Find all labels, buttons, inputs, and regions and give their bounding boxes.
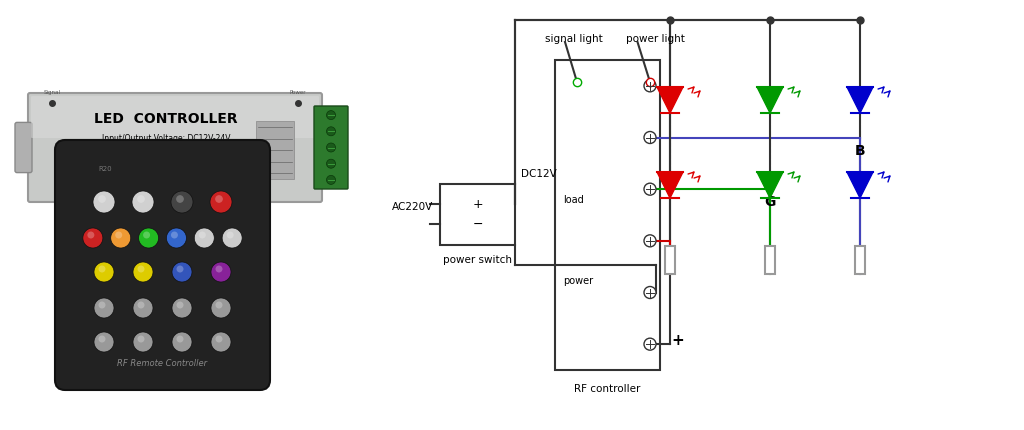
Circle shape [211,298,231,318]
Text: LED  CONTROLLER: LED CONTROLLER [94,112,239,126]
Text: RF Remote Controller: RF Remote Controller [118,358,208,367]
Text: signal light: signal light [545,34,603,44]
Text: −: − [472,218,482,230]
Circle shape [172,262,193,283]
Polygon shape [757,172,783,199]
Circle shape [94,262,114,283]
Circle shape [644,132,656,144]
Circle shape [211,262,231,283]
Text: load: load [563,195,584,205]
Bar [855,246,865,274]
Circle shape [211,332,231,352]
Text: G: G [764,195,776,209]
Circle shape [133,332,153,352]
Text: power switch: power switch [443,255,512,264]
Circle shape [176,302,183,309]
Polygon shape [847,88,873,114]
Text: RF controller: RF controller [574,383,641,393]
Circle shape [137,196,144,203]
Circle shape [143,232,151,239]
FancyBboxPatch shape [314,107,348,190]
Circle shape [111,228,131,249]
Polygon shape [847,172,873,199]
Circle shape [222,228,242,249]
Circle shape [327,128,336,136]
Circle shape [644,287,656,299]
Text: Input/Output Voltage: DC12V-24V: Input/Output Voltage: DC12V-24V [102,133,230,142]
Circle shape [644,235,656,247]
Circle shape [133,262,153,283]
Circle shape [327,160,336,169]
Circle shape [171,191,193,214]
Text: Signal: Signal [43,90,60,95]
Circle shape [98,336,105,343]
Circle shape [644,184,656,196]
Circle shape [644,81,656,92]
Circle shape [137,266,144,273]
Circle shape [327,144,336,153]
Circle shape [132,191,154,214]
FancyBboxPatch shape [28,94,322,203]
Circle shape [226,232,233,239]
Circle shape [176,266,183,273]
Polygon shape [757,88,783,114]
Circle shape [138,228,159,249]
Circle shape [215,336,222,343]
Circle shape [215,196,223,203]
Circle shape [137,302,144,309]
Polygon shape [657,88,683,114]
Bar [440,184,515,246]
Circle shape [167,228,186,249]
Circle shape [215,302,222,309]
Polygon shape [657,172,683,199]
Circle shape [172,298,193,318]
FancyBboxPatch shape [31,97,319,139]
Circle shape [133,298,153,318]
Text: Total Output of Current: 5A×3CH: Total Output of Current: 5A×3CH [103,146,229,155]
Text: Power: Power [290,90,306,95]
Circle shape [176,196,184,203]
Circle shape [87,232,94,239]
Circle shape [98,196,105,203]
Circle shape [199,232,206,239]
Circle shape [98,266,105,273]
Bar [555,61,660,370]
Text: R20: R20 [98,166,112,172]
Text: AC220V: AC220V [392,201,433,211]
Text: +: + [672,332,684,347]
Text: +: + [472,197,482,211]
Bar [665,246,675,274]
Text: power light: power light [626,34,684,44]
Circle shape [93,191,115,214]
Circle shape [94,298,114,318]
Circle shape [327,176,336,185]
Circle shape [644,338,656,350]
Text: R: R [665,246,676,260]
Bar [256,122,294,180]
Circle shape [327,111,336,120]
FancyBboxPatch shape [15,123,32,173]
Circle shape [171,232,178,239]
Circle shape [94,332,114,352]
Circle shape [215,266,222,273]
Text: B: B [855,143,865,157]
Circle shape [172,332,193,352]
Text: power: power [563,276,593,286]
Circle shape [116,232,122,239]
Circle shape [210,191,232,214]
Circle shape [98,302,105,309]
FancyBboxPatch shape [55,141,270,390]
Bar [765,246,775,274]
Circle shape [195,228,214,249]
Circle shape [137,336,144,343]
Circle shape [176,336,183,343]
Circle shape [83,228,102,249]
Text: DC12V: DC12V [521,169,557,178]
